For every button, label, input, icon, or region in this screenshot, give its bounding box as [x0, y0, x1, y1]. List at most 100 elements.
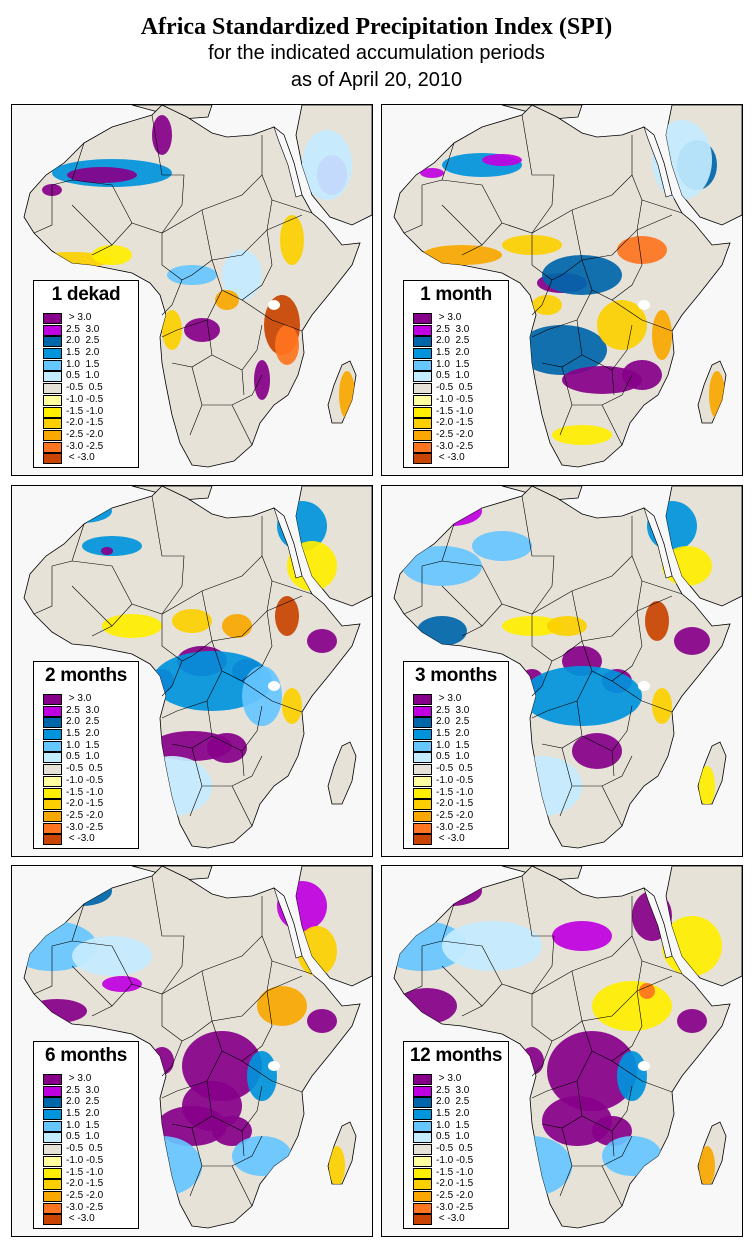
africa-map — [393, 866, 742, 1229]
legend-range-label: -1.5 -1.0 — [436, 405, 474, 417]
legend-period-title: 1 dekad — [51, 284, 121, 305]
legend-swatch — [413, 383, 432, 395]
legend-range-label: > 3.0 — [436, 1073, 462, 1084]
legend-range-label: 1.5 2.0 — [436, 728, 470, 740]
legend-row: -1.5 -1.0 — [413, 405, 503, 419]
legend-range-label: -2.0 -1.5 — [436, 798, 474, 810]
legend-row: > 3.0 — [413, 312, 503, 325]
legend-range-label: -0.5 0.5 — [66, 1143, 103, 1155]
spi-legend: 12 months > 3.0 2.5 3.0 2.0 2.5 1.5 2.0 1.0 … — [403, 1041, 509, 1229]
legend-swatch — [413, 313, 432, 324]
legend-range-label: -2.5 -2.0 — [436, 1189, 474, 1201]
legend-swatch — [43, 694, 62, 705]
legend-swatch — [413, 1144, 432, 1156]
spi-anomaly-blob — [222, 614, 252, 638]
legend-row: 2.0 2.5 — [413, 716, 503, 729]
africa-landmass — [393, 486, 731, 849]
lake-victoria — [268, 300, 280, 310]
africa-map — [23, 105, 372, 468]
spi-anomaly-blob — [402, 546, 482, 586]
legend-range-label: 1.5 2.0 — [66, 1108, 100, 1120]
spi-anomaly-blob — [652, 310, 672, 360]
africa-landmass — [23, 105, 361, 468]
legend-swatch — [43, 406, 62, 418]
legend-row: > 3.0 — [43, 1073, 133, 1086]
legend-row: -1.5 -1.0 — [43, 1167, 133, 1180]
legend-swatch — [43, 799, 62, 811]
lake-victoria — [638, 1061, 650, 1071]
legend-row: 2.5 3.0 — [43, 323, 133, 337]
spi-anomaly-blob — [254, 360, 270, 400]
legend-swatch — [43, 1179, 62, 1191]
legend-row: -2.0 -1.5 — [413, 417, 503, 430]
legend-range-label: -2.0 -1.5 — [66, 798, 104, 810]
legend-row: < -3.0 — [43, 452, 133, 465]
legend-swatch — [413, 775, 432, 787]
legend-row: -2.0 -1.5 — [43, 798, 133, 811]
country-border — [403, 185, 483, 246]
legend-row: -2.5 -2.0 — [43, 810, 133, 823]
legend-row: -3.0 -2.5 — [43, 1202, 133, 1215]
legend-row: -2.0 -1.5 — [413, 1178, 503, 1191]
legend-range-label: 1.5 2.0 — [436, 347, 470, 359]
country-border — [161, 610, 273, 697]
legend-row: 2.0 2.5 — [413, 1096, 503, 1109]
legend-range-label: 0.5 1.0 — [66, 1131, 100, 1143]
legend-row: 0.5 1.0 — [43, 1131, 133, 1144]
spi-anomaly-blob — [67, 167, 137, 183]
legend-row: -2.5 -2.0 — [43, 1189, 133, 1203]
legend-swatch — [43, 810, 62, 822]
country-border — [559, 747, 633, 817]
legend-range-label: 2.5 3.0 — [66, 323, 100, 335]
legend-row: -2.5 -2.0 — [413, 429, 503, 442]
legend-swatch — [43, 1167, 62, 1179]
legend-row: 2.0 2.5 — [43, 716, 133, 729]
legend-row: -0.5 0.5 — [43, 382, 133, 395]
country-border — [171, 319, 263, 371]
spi-anomaly-blob — [547, 1031, 637, 1111]
country-border — [161, 289, 303, 338]
country-border — [559, 1127, 633, 1197]
spi-anomaly-blob — [699, 1146, 715, 1186]
country-border — [531, 670, 673, 719]
country-border — [201, 935, 273, 1022]
legend-range-label: 0.5 1.0 — [66, 751, 100, 763]
country-border — [161, 1050, 303, 1099]
legend-range-label: 1.0 1.5 — [436, 358, 470, 370]
country-border — [33, 185, 113, 246]
legend-row: 1.0 1.5 — [413, 1120, 503, 1133]
legend-swatch — [43, 822, 62, 834]
legend-row: -2.0 -1.5 — [43, 1178, 133, 1191]
spi-anomaly-blob — [677, 1009, 707, 1033]
legend-range-label: -2.0 -1.5 — [66, 417, 104, 429]
legend-swatch — [43, 705, 62, 717]
legend-swatch — [43, 441, 62, 453]
legend-swatch — [413, 418, 432, 430]
legend-row: -1.5 -1.0 — [43, 787, 133, 800]
spi-anomaly-blob — [132, 756, 212, 816]
legend-row: 2.0 2.5 — [413, 335, 503, 348]
spi-anomaly-blob — [282, 688, 302, 724]
legend-swatch — [43, 348, 62, 360]
legend-row: 0.5 1.0 — [413, 370, 503, 383]
legend-range-label: -2.5 -2.0 — [66, 1189, 104, 1201]
legend-swatch — [413, 1155, 432, 1167]
legend-swatch — [43, 1109, 62, 1121]
spi-anomaly-blob — [645, 601, 669, 641]
country-border — [636, 199, 683, 231]
legend-range-label: 2.5 3.0 — [436, 1084, 470, 1096]
africa-map — [23, 866, 372, 1229]
legend-range-label: -1.0 -0.5 — [436, 774, 474, 786]
legend-range-label: > 3.0 — [436, 312, 462, 323]
spi-anomaly-blob — [212, 1116, 252, 1146]
spi-anomaly-blob — [517, 325, 607, 375]
page-date: as of April 20, 2010 — [290, 69, 463, 91]
madagascar-landmass — [327, 741, 357, 805]
legend-swatch — [413, 441, 432, 453]
country-border — [189, 366, 263, 436]
legend-swatch — [43, 1144, 62, 1156]
legend-row: 2.0 2.5 — [43, 1096, 133, 1109]
legend-range-label: -2.5 -2.0 — [66, 428, 104, 440]
legend-row: -2.5 -2.0 — [413, 1189, 503, 1203]
country-border — [636, 580, 683, 612]
